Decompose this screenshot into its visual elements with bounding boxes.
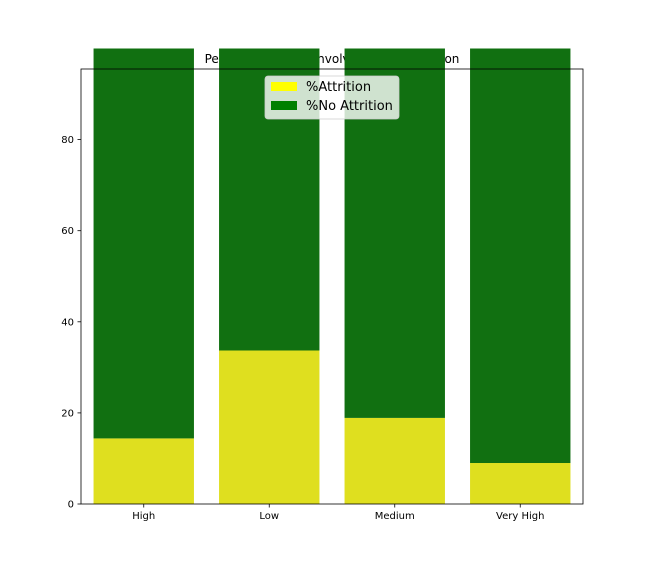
bar-attrition-medium [344,417,445,504]
y-tick-label: 0 [68,500,74,511]
legend-box [264,75,400,120]
x-tick-label: Low [259,511,279,522]
x-axis: High Low Medium Very High [132,504,544,522]
x-tick-label: High [132,511,155,522]
y-axis: 0 20 40 60 80 [61,135,81,511]
legend-label-no-attrition: %No Attrition [306,99,393,114]
legend: %Attrition %No Attrition [264,75,400,120]
y-tick-label: 80 [61,135,74,146]
plot-frame [80,68,584,505]
x-tick-label: Medium [375,511,415,522]
y-tick-label: 40 [61,317,74,328]
x-tick-label: Very High [496,511,544,522]
bar-attrition-high [93,438,194,504]
bar-attrition-low [219,350,320,504]
y-tick-label: 60 [61,226,74,237]
bars-group [93,48,571,504]
legend-swatch-attrition [271,82,297,91]
bar-no-attrition-very-high [470,48,571,464]
bar-attrition-very-high [470,463,571,504]
bar-no-attrition-high [93,48,194,439]
legend-swatch-no-attrition [271,101,297,110]
legend-label-attrition: %Attrition [306,80,371,95]
y-tick-label: 20 [61,408,74,419]
